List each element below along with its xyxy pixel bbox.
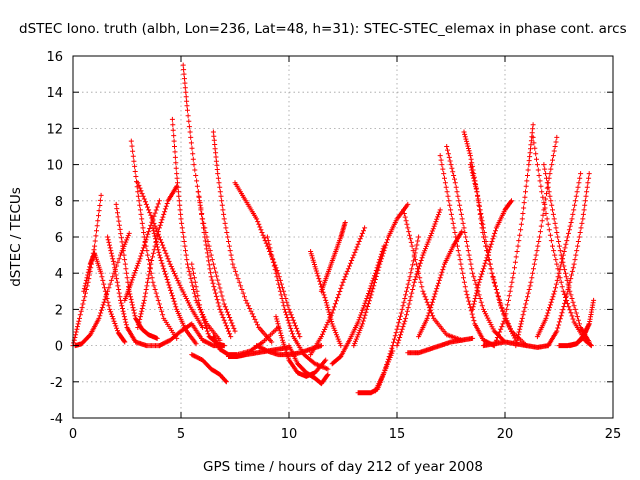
data-arc	[232, 180, 303, 340]
arc-markers	[405, 335, 476, 356]
data-arc	[437, 153, 497, 349]
y-tick-label: 0	[55, 340, 63, 355]
data-arc	[135, 180, 206, 330]
chart-title: dSTEC Iono. truth (albh, Lon=236, Lat=48…	[19, 21, 627, 37]
arc-markers	[394, 207, 443, 349]
arc-markers	[105, 234, 162, 349]
arc-markers	[567, 297, 597, 349]
data-arc	[135, 183, 180, 330]
arc-markers	[273, 314, 329, 379]
data-arc	[210, 129, 275, 345]
data-arc	[534, 171, 584, 340]
data-series	[70, 62, 597, 396]
arc-markers	[195, 189, 234, 340]
data-arc	[70, 192, 104, 349]
arc-markers	[189, 261, 227, 349]
data-arc	[401, 207, 465, 343]
y-tick-label: 12	[46, 122, 63, 137]
arc-markers	[541, 162, 592, 345]
data-arc	[416, 229, 465, 340]
arc-markers	[169, 116, 223, 343]
x-tick-label: 15	[389, 427, 406, 442]
y-tick-label: 6	[55, 231, 63, 246]
data-arc	[394, 207, 443, 349]
data-arc	[405, 335, 476, 356]
data-arc	[273, 314, 329, 379]
x-tick-label: 5	[177, 427, 185, 442]
tick-labels: 0 5 10 15 20 25 -4 -2 0 2 4 6 8 10 12 14 16	[46, 50, 621, 442]
x-tick-label: 20	[497, 427, 514, 442]
y-tick-label: -4	[50, 412, 63, 427]
data-arc	[470, 198, 514, 312]
y-tick-label: 4	[55, 267, 63, 282]
arc-markers	[135, 183, 180, 330]
arc-markers	[467, 162, 530, 349]
data-arc	[513, 134, 560, 349]
x-axis-label: GPS time / hours of day 212 of year 2008	[203, 459, 483, 475]
data-arc	[286, 343, 331, 387]
data-arc	[189, 352, 229, 385]
arc-markers	[534, 171, 584, 340]
x-tick-label: 10	[281, 427, 298, 442]
arc-markers	[491, 122, 536, 349]
data-arc	[351, 201, 411, 349]
data-arc	[105, 234, 162, 349]
axis-ticks	[72, 55, 614, 419]
arc-markers	[329, 243, 387, 367]
data-arc	[329, 243, 387, 367]
arc-markers	[470, 198, 514, 312]
arc-markers	[416, 229, 465, 340]
arc-markers	[210, 129, 275, 345]
y-axis-label: dSTEC / TECUs	[8, 187, 24, 287]
x-tick-label: 0	[69, 427, 77, 442]
data-arc	[122, 198, 162, 303]
arc-markers	[135, 180, 206, 330]
data-arc	[169, 116, 223, 343]
x-tick-label: 25	[605, 427, 622, 442]
arc-markers	[70, 192, 104, 349]
arc-markers	[437, 153, 497, 349]
data-arc	[128, 138, 180, 341]
data-arc	[545, 171, 592, 349]
data-arc	[541, 162, 592, 345]
arc-markers	[351, 201, 411, 349]
arc-markers	[401, 207, 465, 343]
arc-markers	[122, 198, 162, 303]
arc-markers	[81, 250, 128, 345]
data-arc	[308, 225, 368, 358]
data-arc	[81, 250, 128, 345]
data-arc	[189, 261, 227, 349]
y-tick-label: -2	[50, 376, 63, 391]
y-tick-label: 14	[46, 86, 63, 101]
data-arc	[318, 220, 348, 294]
arc-markers	[189, 352, 229, 385]
y-tick-label: 10	[46, 159, 63, 174]
y-tick-label: 2	[55, 303, 63, 318]
arc-markers	[308, 225, 368, 358]
data-arc	[567, 297, 597, 349]
arc-markers	[128, 138, 180, 341]
data-arc	[491, 122, 536, 349]
arc-markers	[318, 220, 348, 294]
data-arc	[195, 189, 234, 340]
data-arc	[467, 162, 530, 349]
arc-markers	[232, 180, 303, 340]
arc-markers	[513, 134, 560, 349]
y-tick-label: 16	[46, 50, 63, 65]
arc-markers	[286, 343, 331, 387]
data-arc	[180, 62, 238, 334]
arc-markers	[180, 62, 238, 334]
arc-markers	[545, 171, 592, 349]
y-tick-label: 8	[55, 195, 63, 210]
